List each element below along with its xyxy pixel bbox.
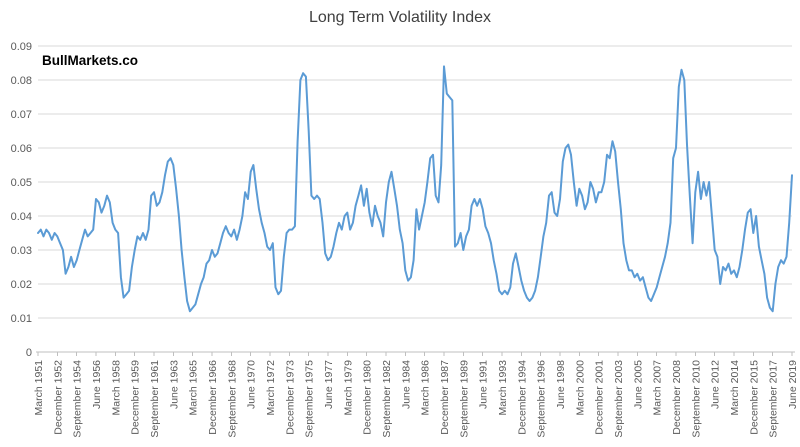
x-axis-label: March 1951 bbox=[33, 360, 45, 416]
x-axis-label: March 2000 bbox=[574, 360, 586, 416]
y-axis-label: 0 bbox=[26, 347, 32, 359]
x-axis-label: September 1996 bbox=[536, 360, 548, 438]
x-axis-label: June 1963 bbox=[168, 360, 180, 409]
watermark-text: BullMarkets.co bbox=[42, 53, 139, 68]
x-axis-label: December 2001 bbox=[594, 360, 606, 435]
x-axis-label: September 2017 bbox=[768, 360, 780, 438]
x-axis-label: June 1984 bbox=[400, 360, 412, 409]
x-axis-label: March 2007 bbox=[652, 360, 664, 416]
x-axis-label: March 1986 bbox=[420, 360, 432, 416]
x-axis-label: June 1977 bbox=[323, 360, 335, 409]
x-axis-label: March 1958 bbox=[110, 360, 122, 416]
x-axis-label: December 1973 bbox=[284, 360, 296, 435]
x-axis-label: June 2019 bbox=[787, 360, 799, 409]
y-axis-label: 0.01 bbox=[11, 313, 32, 325]
y-axis-label: 0.04 bbox=[11, 211, 32, 223]
x-axis-label: September 1968 bbox=[226, 360, 238, 438]
x-axis-label: June 1970 bbox=[246, 360, 258, 409]
x-axis-label: September 2010 bbox=[690, 360, 702, 438]
x-axis-label: June 1998 bbox=[555, 360, 567, 409]
x-axis-label: June 2005 bbox=[632, 360, 644, 409]
y-axis-label: 0.05 bbox=[11, 177, 32, 189]
x-axis-label: March 1993 bbox=[497, 360, 509, 416]
x-axis-label: December 1980 bbox=[362, 360, 374, 435]
x-axis-label: March 1972 bbox=[265, 360, 277, 416]
x-axis-label: March 1979 bbox=[342, 360, 354, 416]
x-axis-label: March 2014 bbox=[729, 360, 741, 416]
chart-title: Long Term Volatility Index bbox=[308, 9, 492, 26]
x-axis-label: June 1956 bbox=[91, 360, 103, 409]
y-axis-label: 0.06 bbox=[11, 143, 32, 155]
volatility-series-line bbox=[37, 65, 793, 313]
x-axis-label: September 1982 bbox=[381, 360, 393, 438]
x-axis-label: June 2012 bbox=[710, 360, 722, 409]
y-axis-label: 0.02 bbox=[11, 279, 32, 291]
y-axis-label: 0.03 bbox=[11, 245, 32, 257]
x-axis-label: December 1959 bbox=[130, 360, 142, 435]
x-axis-label: September 1975 bbox=[304, 360, 316, 438]
y-axis-label: 0.08 bbox=[11, 75, 32, 87]
x-axis-label: December 1966 bbox=[207, 360, 219, 435]
x-axis-label: December 1952 bbox=[52, 360, 64, 435]
x-axis-label: December 2008 bbox=[671, 360, 683, 435]
x-axis-label: September 1954 bbox=[72, 360, 84, 438]
x-axis-label: December 1987 bbox=[439, 360, 451, 435]
y-axis-label: 0.09 bbox=[11, 41, 32, 53]
y-axis-label: 0.07 bbox=[11, 109, 32, 121]
x-axis-label: March 1965 bbox=[188, 360, 200, 416]
x-axis-label: December 1994 bbox=[516, 360, 528, 435]
x-axis-label: September 1961 bbox=[149, 360, 161, 438]
x-axis-label: September 2003 bbox=[613, 360, 625, 438]
x-axis-label: September 1989 bbox=[458, 360, 470, 438]
x-axis-label: June 1991 bbox=[478, 360, 490, 409]
x-axis-label: December 2015 bbox=[748, 360, 760, 435]
